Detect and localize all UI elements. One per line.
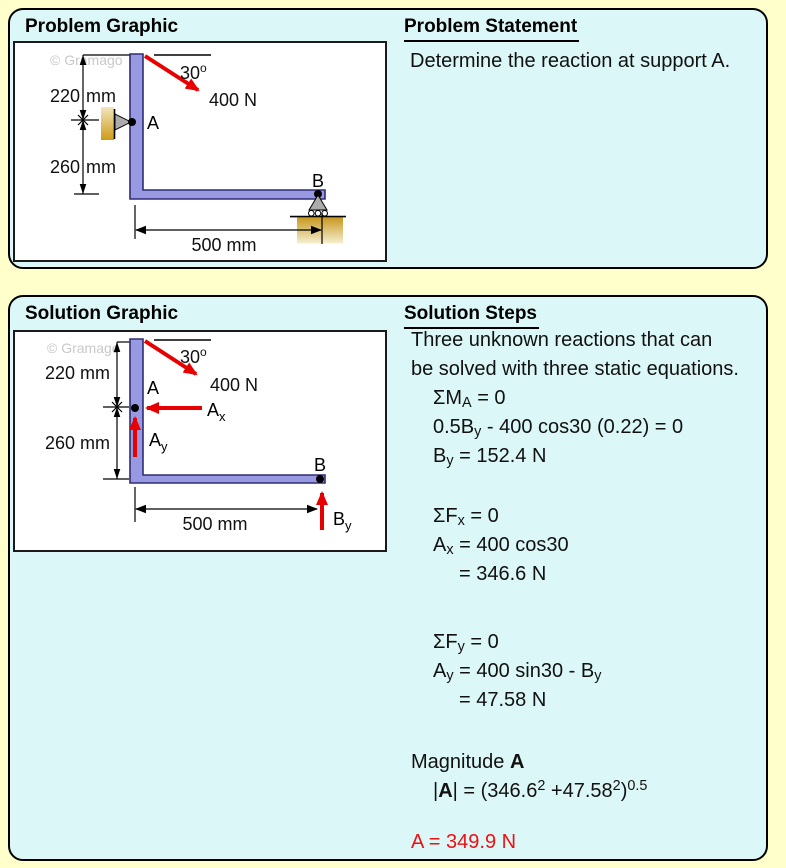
solution-step-line: 0.5By - 400 cos30 (0.22) = 0	[433, 416, 684, 441]
watermark: © Gramago	[47, 340, 120, 356]
dim-500-label: 500 mm	[191, 235, 256, 255]
arrowhead-down-icon	[79, 110, 87, 120]
applied-force	[143, 54, 211, 92]
dim-220-unit: mm	[86, 86, 116, 106]
solution-step-line: By = 152.4 N	[433, 445, 547, 470]
label-by: By	[333, 509, 352, 533]
force-label: 400 N	[210, 375, 258, 395]
angle-label: 30o	[180, 345, 207, 367]
solution-step-line: ΣFy = 0	[433, 631, 499, 656]
arrowhead-down-icon	[113, 469, 121, 479]
solution-step-line: be solved with three static equations.	[411, 358, 739, 380]
force-arrow	[143, 339, 198, 376]
solution-step-line: Ay = 400 sin30 - By	[433, 660, 602, 685]
width-dimension	[134, 487, 318, 522]
wall-block	[101, 107, 114, 140]
solution-step-line: Ax = 400 cos30	[433, 534, 569, 559]
label-a: A	[147, 113, 159, 133]
arrowhead-down-icon	[113, 397, 121, 407]
angle-label: 30o	[180, 61, 207, 83]
l-beam	[129, 53, 326, 200]
arrowhead-right-icon	[311, 225, 322, 235]
solution-graphic-title: Solution Graphic	[25, 303, 179, 324]
point-a-dot	[131, 404, 139, 412]
label-b: B	[314, 455, 326, 475]
pin-support-a	[101, 107, 136, 140]
arrowhead-up-icon	[113, 407, 121, 417]
problem-diagram: © Gramago 220 mm 260 mm	[50, 52, 346, 255]
arrowhead-left-icon	[135, 504, 146, 514]
vertical-dimension	[71, 54, 131, 195]
solution-step-line: ΣFx = 0	[433, 505, 499, 530]
applied-force	[143, 339, 211, 376]
solution-steps-heading: Solution Steps	[404, 303, 539, 329]
dim-260-value: 260	[50, 157, 80, 177]
problem-statement-heading: Problem Statement	[404, 16, 580, 42]
solution-diagram: © Gramago 220 mm 260 mm	[45, 338, 352, 534]
arrowhead-down-icon	[79, 184, 87, 194]
solution-step-line: = 47.58 N	[459, 689, 547, 711]
label-a: A	[147, 378, 159, 398]
force-arrow	[143, 54, 200, 92]
solution-step-line: |A| = (346.62 +47.582)0.5	[433, 777, 648, 802]
solution-diagram-box: © Gramago 220 mm 260 mm	[13, 330, 387, 552]
point-b-dot	[316, 475, 324, 483]
arrowhead-up-icon	[113, 342, 121, 352]
solution-step-line: Magnitude A	[411, 751, 525, 773]
solution-step-line: A = 349.9 N	[411, 831, 517, 853]
roller-icon	[308, 210, 315, 217]
dim-260-unit: mm	[86, 157, 116, 177]
dim-220-label: 220 mm	[45, 363, 110, 383]
pin-triangle-icon	[114, 113, 133, 131]
label-ax: Ax	[207, 400, 226, 424]
problem-graphic-title: Problem Graphic	[25, 16, 179, 37]
vertical-dimension	[103, 341, 131, 480]
dim-500-label: 500 mm	[182, 514, 247, 534]
solution-step-line: ΣMA = 0	[433, 387, 506, 412]
label-b: B	[312, 171, 324, 191]
roller-icon	[314, 210, 322, 217]
point-b-dot	[314, 190, 322, 198]
problem-panel: Problem Graphic © Gramago	[8, 8, 768, 269]
solution-step-line: Three unknown reactions that can	[411, 329, 713, 351]
arrowhead-right-icon	[307, 504, 318, 514]
point-a-dot	[128, 118, 136, 126]
label-ay: Ay	[149, 430, 168, 454]
arrowhead-up-icon	[79, 120, 87, 130]
dim-220-value: 220	[50, 86, 80, 106]
width-dimension	[134, 205, 323, 244]
arrowhead-left-icon	[135, 225, 146, 235]
roller-icon	[321, 210, 329, 217]
arrowhead-up-icon	[79, 55, 87, 65]
watermark: © Gramago	[50, 52, 123, 68]
problem-diagram-box: © Gramago 220 mm 260 mm	[13, 41, 387, 262]
dim-260-label: 260 mm	[45, 433, 110, 453]
solution-step-line: = 346.6 N	[459, 563, 547, 585]
force-label: 400 N	[209, 90, 257, 110]
problem-statement-text: Determine the reaction at support A.	[410, 50, 731, 72]
solution-panel: Solution Graphic © Gramago 220 mm 260 mm	[8, 295, 768, 861]
solution-steps: Three unknown reactions that can be solve…	[403, 326, 769, 857]
roller-support-b	[290, 190, 346, 244]
roller-triangle-icon	[308, 194, 328, 211]
l-beam	[129, 338, 326, 484]
